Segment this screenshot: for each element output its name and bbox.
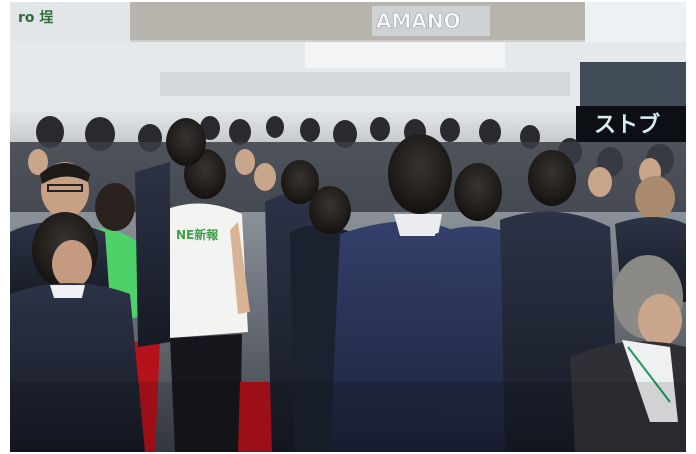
crowd-photo: ro 埕 AMANO ストブ <box>10 2 686 452</box>
distant-faces <box>28 149 661 197</box>
led-board-text: ストブ <box>594 112 660 138</box>
led-board <box>576 106 686 142</box>
brand-sign: AMANO <box>376 9 461 33</box>
white-shirt-person <box>160 203 248 338</box>
ceiling <box>120 2 590 40</box>
center-man-suit <box>330 221 470 452</box>
top-left-sign: ro 埕 <box>18 10 53 26</box>
shirt-logo: NE新報 <box>176 227 219 242</box>
center-man-head <box>388 134 452 214</box>
front-left-suit <box>10 283 145 452</box>
